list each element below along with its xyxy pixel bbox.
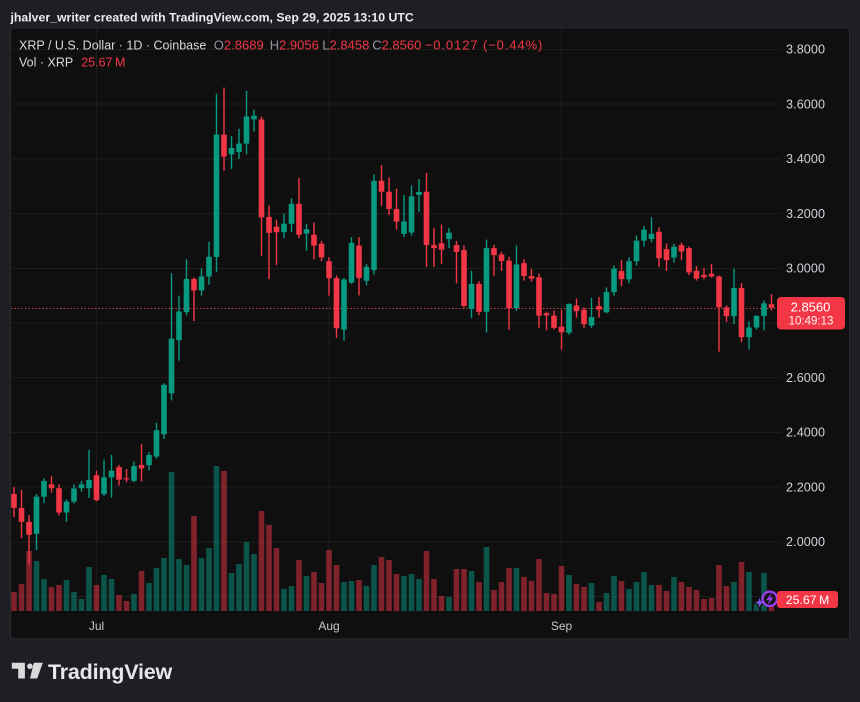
svg-text:TradingView: TradingView xyxy=(48,660,173,684)
svg-text:2.4000: 2.4000 xyxy=(786,426,825,440)
svg-text:Aug: Aug xyxy=(318,619,339,633)
svg-text:2.8560: 2.8560 xyxy=(791,300,831,315)
svg-text:L2.8458: L2.8458 xyxy=(322,38,369,53)
svg-text:3.8000: 3.8000 xyxy=(786,43,825,57)
svg-text:jhalver_writer created with Tr: jhalver_writer created with TradingView.… xyxy=(10,11,414,25)
svg-text:C2.8560: C2.8560 xyxy=(372,38,421,53)
svg-text:25.67 M: 25.67 M xyxy=(786,593,829,607)
svg-text:3.0000: 3.0000 xyxy=(786,262,825,276)
svg-text:Sep: Sep xyxy=(551,619,573,633)
svg-text:3.6000: 3.6000 xyxy=(786,97,825,111)
svg-text:Jul: Jul xyxy=(89,619,104,633)
svg-text:10:49:13: 10:49:13 xyxy=(789,316,834,328)
svg-text:3.2000: 3.2000 xyxy=(786,207,825,221)
svg-text:2.6000: 2.6000 xyxy=(786,371,825,385)
svg-text:H2.9056: H2.9056 xyxy=(270,38,319,53)
svg-text:XRP / U.S. Dollar · 1D · Coinb: XRP / U.S. Dollar · 1D · Coinbase xyxy=(19,39,206,53)
svg-text:O2.8689: O2.8689 xyxy=(214,38,264,53)
svg-text:3.4000: 3.4000 xyxy=(786,152,825,166)
svg-text:2.2000: 2.2000 xyxy=(786,480,825,494)
svg-text:2.0000: 2.0000 xyxy=(786,535,825,549)
svg-text:−0.0127 (−0.44%): −0.0127 (−0.44%) xyxy=(425,38,543,53)
